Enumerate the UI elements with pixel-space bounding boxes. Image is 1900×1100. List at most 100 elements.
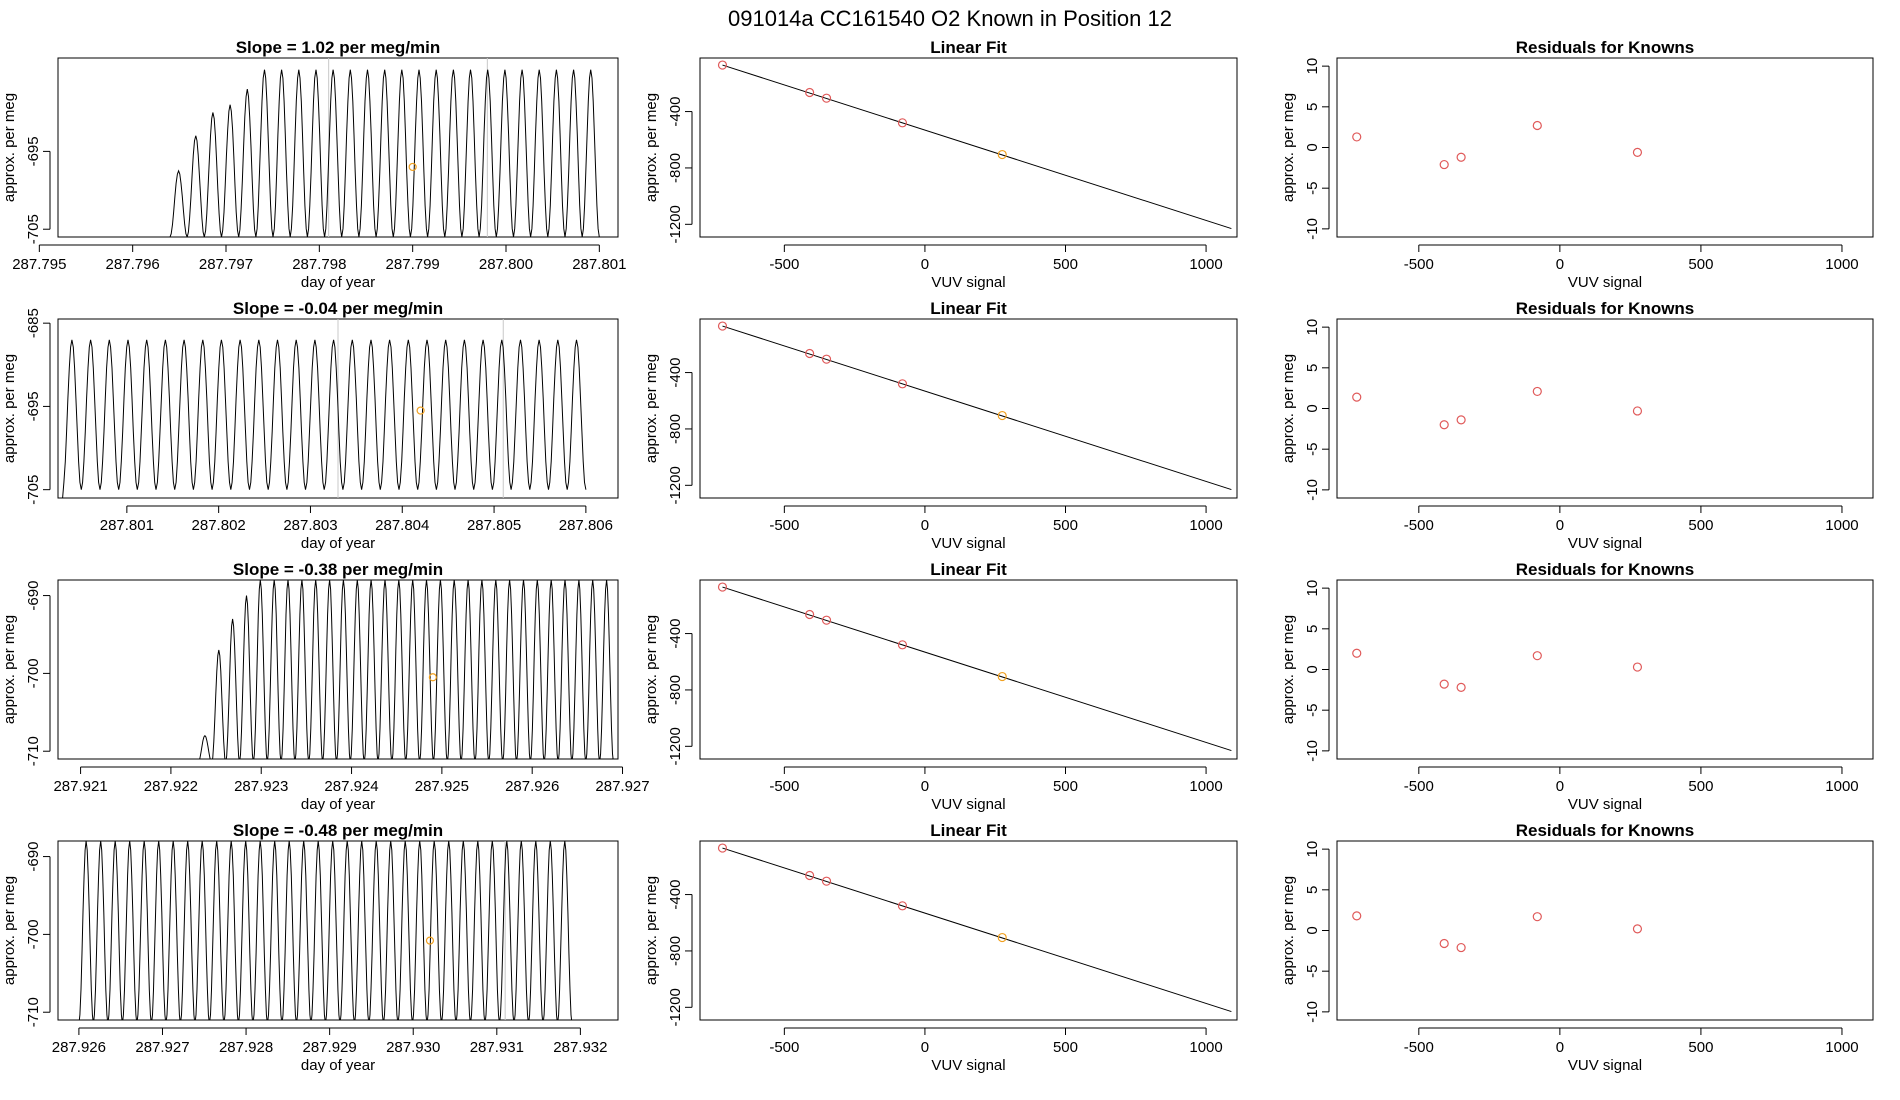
y-tick-label: -1200 <box>667 205 684 243</box>
x-axis-label: VUV signal <box>1568 535 1642 552</box>
x-axis-label: day of year <box>301 1057 375 1074</box>
panel-r3-c3: Residuals for Knowns -500 0 500 1000 VUV sign… <box>1280 560 1874 813</box>
y-tick-label: -800 <box>667 153 684 183</box>
y-tick-label: -695 <box>25 136 42 166</box>
y-tick-label: -710 <box>25 736 42 766</box>
x-axis-label: day of year <box>301 796 375 813</box>
plot-area <box>1352 648 1643 693</box>
sample-point <box>997 671 1007 682</box>
fit-line <box>722 586 1232 752</box>
known-point <box>717 843 728 853</box>
y-tick-label: -400 <box>667 880 684 910</box>
x-tick-label: 0 <box>921 517 929 534</box>
y-tick-label: 5 <box>1304 886 1321 894</box>
x-tick-label: 287.796 <box>106 256 160 273</box>
y-tick-label: -705 <box>25 475 42 505</box>
x-tick-label: -500 <box>769 517 799 534</box>
plot-area <box>58 319 587 498</box>
x-tick-label: 1000 <box>1189 778 1222 795</box>
y-tick-label: -10 <box>1304 479 1321 501</box>
known-point <box>1439 938 1449 949</box>
y-tick-label: -700 <box>25 658 42 688</box>
x-tick-label: 287.927 <box>595 778 649 795</box>
y-tick-label: 0 <box>1304 926 1321 934</box>
y-axis-label: approx. per meg <box>643 354 660 463</box>
x-tick-label: 287.798 <box>292 256 346 273</box>
plot-frame <box>1336 840 1874 1021</box>
y-axis-label: approx. per meg <box>1280 354 1297 463</box>
x-tick-label: 287.803 <box>283 517 337 534</box>
x-tick-label: 1000 <box>1825 256 1858 273</box>
plot-area <box>717 321 1232 491</box>
known-point <box>1439 679 1449 689</box>
x-axis-label: VUV signal <box>1568 274 1642 291</box>
known-point <box>1352 648 1362 658</box>
known-point <box>805 870 815 881</box>
known-point <box>1439 420 1449 430</box>
x-tick-label: 287.921 <box>53 778 107 795</box>
x-tick-label: 287.797 <box>199 256 253 273</box>
plot-frame <box>1336 57 1874 238</box>
known-point <box>1352 911 1362 921</box>
y-tick-label: 5 <box>1304 103 1321 111</box>
known-point <box>805 87 815 98</box>
y-axis-label: approx. per meg <box>1 93 18 202</box>
x-tick-label: 287.801 <box>100 517 154 534</box>
y-axis-label: approx. per meg <box>1 354 18 463</box>
plot-frame <box>57 57 619 238</box>
known-point <box>1456 942 1466 953</box>
data-trace <box>78 841 573 1020</box>
panel-r4-c2: Linear Fit -500 0 500 1000 VUV signal -1200 -80… <box>643 821 1238 1074</box>
known-point <box>805 609 815 620</box>
x-tick-label: 0 <box>1556 1039 1564 1056</box>
x-tick-label: 287.795 <box>12 256 66 273</box>
panel-title: Linear Fit <box>930 560 1007 579</box>
x-tick-label: 0 <box>1556 256 1564 273</box>
known-point <box>897 901 908 911</box>
y-tick-label: 10 <box>1304 58 1321 75</box>
sample-point <box>416 406 425 415</box>
sample-point <box>428 673 437 682</box>
known-point <box>1532 912 1542 922</box>
x-tick-label: 287.922 <box>144 778 198 795</box>
x-tick-label: 287.924 <box>324 778 378 795</box>
x-tick-label: 500 <box>1053 256 1078 273</box>
y-tick-label: -400 <box>667 619 684 649</box>
y-tick-label: -5 <box>1304 182 1321 195</box>
sample-point <box>997 932 1007 943</box>
y-tick-label: -400 <box>667 97 684 127</box>
x-tick-label: 1000 <box>1189 256 1222 273</box>
x-tick-label: 0 <box>921 256 929 273</box>
y-axis-label: approx. per meg <box>1280 876 1297 985</box>
panel-r2-c1: Slope = -0.04 per meg/min 287.801 287.802 2… <box>1 299 619 552</box>
known-point <box>1632 147 1643 157</box>
x-tick-label: -500 <box>769 256 799 273</box>
sample-point <box>997 149 1007 160</box>
y-tick-label: 0 <box>1304 665 1321 673</box>
panel-title: Slope = -0.04 per meg/min <box>233 299 443 318</box>
page-title: 091014a CC161540 O2 Known in Position 12 <box>728 6 1172 31</box>
x-tick-label: 287.802 <box>192 517 246 534</box>
x-tick-label: -500 <box>1404 256 1434 273</box>
x-tick-label: 500 <box>1688 778 1713 795</box>
y-tick-label: 5 <box>1304 364 1321 372</box>
panel-r1-c2: Linear Fit -500 0 500 1000 VUV signal -1200 -80… <box>643 38 1238 291</box>
y-axis-label: approx. per meg <box>1280 615 1297 724</box>
panel-r1-c1: Slope = 1.02 per meg/min 287.795 287.796 28… <box>1 38 626 291</box>
plot-frame <box>699 318 1238 499</box>
plot-area <box>1352 911 1643 953</box>
x-tick-label: 500 <box>1053 517 1078 534</box>
plot-frame <box>57 579 619 760</box>
panel-r3-c1: Slope = -0.38 per meg/min 287.921 287.922 2… <box>1 560 650 813</box>
known-point <box>717 60 728 70</box>
x-tick-label: 287.928 <box>219 1039 273 1056</box>
y-tick-label: -1200 <box>667 727 684 765</box>
plot-area <box>58 58 600 237</box>
x-tick-label: 0 <box>1556 778 1564 795</box>
y-tick-label: -685 <box>25 308 42 338</box>
x-axis-label: VUV signal <box>1568 796 1642 813</box>
x-tick-label: -500 <box>769 778 799 795</box>
known-point <box>1532 386 1542 397</box>
known-point <box>1632 406 1643 416</box>
fit-line <box>722 64 1232 230</box>
